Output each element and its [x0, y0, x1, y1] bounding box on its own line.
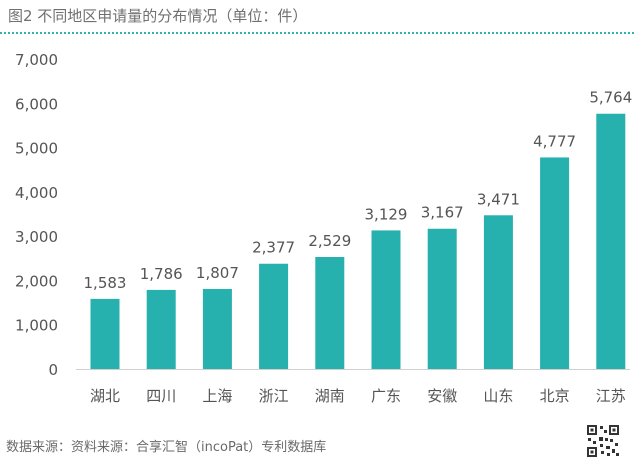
- x-tick-label: 江苏: [596, 387, 626, 405]
- data-label: 5,764: [589, 89, 632, 107]
- bar: [259, 263, 289, 369]
- y-tick-label: 6,000: [15, 95, 58, 113]
- bar: [146, 289, 176, 369]
- y-tick-label: 2,000: [15, 272, 58, 290]
- y-tick-label: 3,000: [15, 228, 58, 246]
- data-label: 3,471: [477, 190, 520, 208]
- bar: [90, 298, 120, 369]
- bar: [202, 288, 232, 369]
- x-tick-label: 安徽: [427, 387, 457, 405]
- x-tick-label: 上海: [202, 387, 232, 405]
- title-divider: [0, 32, 634, 34]
- x-tick-label: 山东: [483, 387, 513, 405]
- x-tick-label: 广东: [371, 387, 401, 405]
- data-label: 1,583: [84, 274, 127, 292]
- bar: [540, 157, 570, 369]
- y-tick-label: 4,000: [15, 184, 58, 202]
- bar: [596, 113, 626, 369]
- data-label: 3,167: [421, 204, 464, 222]
- data-source: 数据来源：资料来源：合享汇智（incoPat）专利数据库: [6, 440, 327, 455]
- bar: [371, 230, 401, 369]
- data-label: 4,777: [533, 132, 576, 150]
- bar: [483, 215, 513, 369]
- x-tick-label: 浙江: [259, 387, 289, 405]
- y-tick-label: 7,000: [15, 51, 58, 69]
- y-tick-label: 0: [48, 361, 58, 379]
- y-tick-label: 1,000: [15, 317, 58, 335]
- x-tick-label: 湖南: [315, 387, 345, 405]
- x-tick-label: 北京: [540, 387, 570, 405]
- chart-title: 图2 不同地区申请量的分布情况（单位：件）: [8, 7, 308, 25]
- data-label: 1,807: [196, 264, 239, 282]
- x-tick-label: 湖北: [90, 387, 120, 405]
- data-label: 1,786: [140, 265, 183, 283]
- x-tick-label: 四川: [146, 387, 176, 405]
- y-tick-label: 5,000: [15, 140, 58, 158]
- data-label: 2,529: [308, 232, 351, 250]
- data-label: 3,129: [365, 205, 408, 223]
- bar: [427, 228, 457, 369]
- qr-code-icon: [586, 424, 620, 458]
- bar: [315, 257, 345, 369]
- data-label: 2,377: [252, 239, 295, 257]
